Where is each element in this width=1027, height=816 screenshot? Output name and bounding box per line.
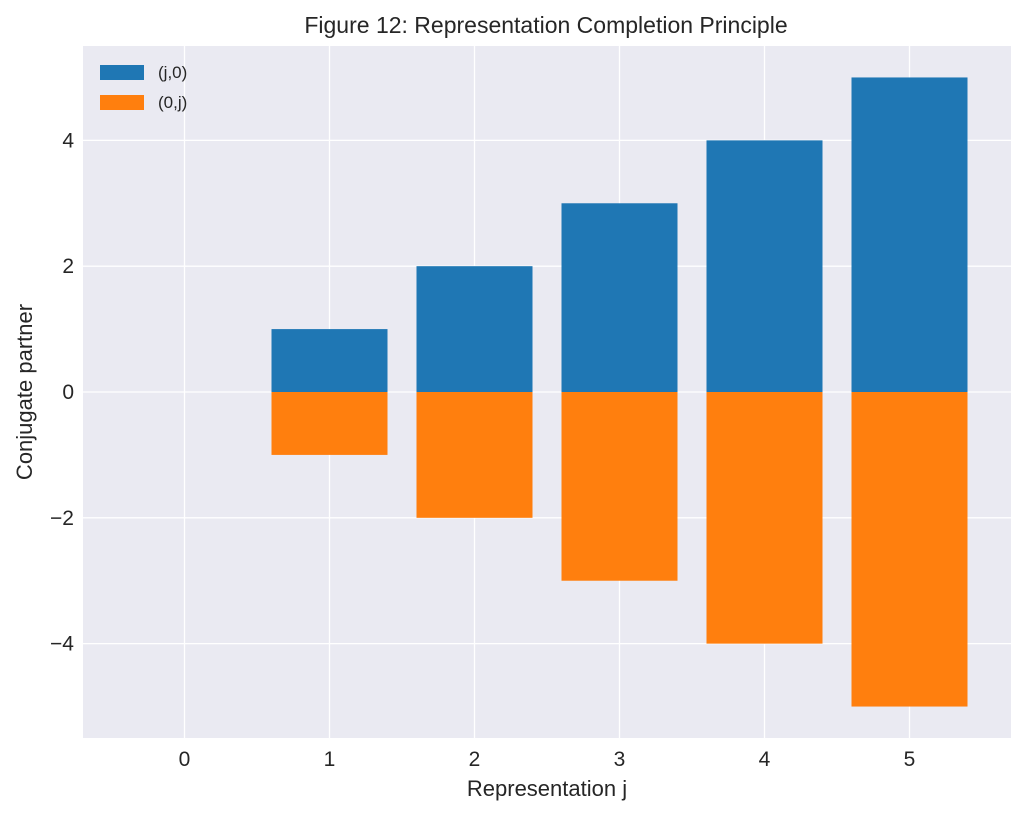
legend-label: (0,j) — [158, 93, 187, 112]
bar-positive-4 — [706, 140, 823, 392]
y-tick-label: −2 — [50, 507, 74, 530]
bar-negative-5 — [851, 392, 968, 707]
x-tick-label: 0 — [179, 748, 191, 771]
bar-positive-2 — [416, 266, 533, 392]
x-tick-label: 3 — [614, 748, 626, 771]
bar-positive-5 — [851, 77, 968, 393]
x-tick-label: 5 — [904, 748, 916, 771]
y-tick-labels: −4 −2 0 2 4 — [50, 129, 74, 655]
y-tick-label: 4 — [62, 129, 74, 152]
y-tick-label: 0 — [62, 381, 74, 404]
x-axis-label: Representation j — [467, 776, 627, 801]
legend-label: (j,0) — [158, 63, 187, 82]
legend-swatch — [100, 95, 144, 110]
y-axis-label: Conjugate partner — [12, 304, 37, 480]
bar-positive-3 — [561, 203, 678, 392]
bar-negative-1 — [271, 392, 388, 455]
y-tick-label: −4 — [50, 633, 74, 656]
bar-positive-1 — [271, 329, 388, 392]
chart-title: Figure 12: Representation Completion Pri… — [304, 12, 787, 38]
bars — [271, 77, 968, 707]
x-tick-label: 1 — [324, 748, 336, 771]
y-tick-label: 2 — [62, 255, 74, 278]
legend: (j,0) (0,j) — [100, 63, 187, 112]
x-tick-label: 2 — [469, 748, 481, 771]
legend-swatch — [100, 65, 144, 80]
x-tick-labels: 0 1 2 3 4 5 — [179, 748, 916, 771]
bar-negative-4 — [706, 392, 823, 644]
bar-negative-2 — [416, 392, 533, 518]
x-tick-label: 4 — [759, 748, 771, 771]
bar-negative-3 — [561, 392, 678, 581]
